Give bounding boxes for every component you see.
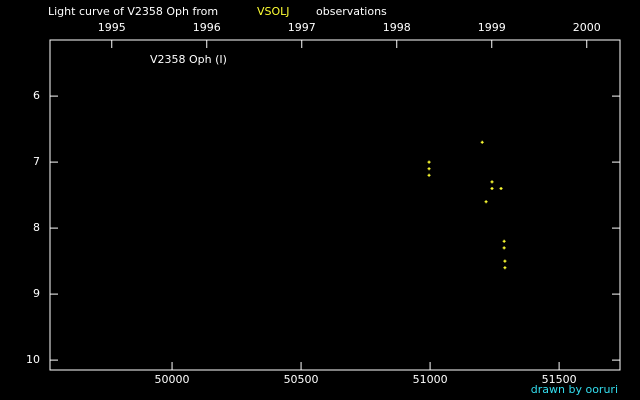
data-point [499, 187, 503, 190]
y-tick-label: 8 [33, 221, 40, 234]
x2-tick-label: 1997 [288, 21, 316, 34]
y-tick-label: 7 [33, 155, 40, 168]
data-point [503, 259, 507, 263]
plot-frame [49, 39, 621, 371]
data-point [427, 160, 431, 164]
annotation: V2358 Oph (I) [150, 53, 227, 66]
x-tick-label: 50000 [155, 373, 190, 386]
x2-tick-label: 1995 [98, 21, 126, 34]
data-point [490, 180, 494, 184]
data-point [502, 239, 506, 243]
data-point [484, 200, 488, 204]
x2-tick-label: 1996 [193, 21, 221, 34]
data-point [480, 140, 484, 144]
x-tick-label: 50500 [284, 373, 319, 386]
y-tick-label: 9 [33, 287, 40, 300]
title-source: VSOLJ [257, 5, 290, 18]
title-suffix: observations [316, 5, 387, 18]
credit: drawn by ooruri [531, 383, 618, 396]
y-tick-label: 10 [26, 353, 40, 366]
x2-tick-label: 1999 [478, 21, 506, 34]
x-tick-label: 51000 [413, 373, 448, 386]
data-point [427, 173, 431, 177]
data-point [502, 246, 506, 250]
x-tick-label: 51500 [542, 373, 577, 386]
y-tick-label: 6 [33, 89, 40, 102]
chart-title: Light curve of V2358 Oph from [48, 5, 218, 18]
x2-tick-label: 1998 [383, 21, 411, 34]
x2-tick-label: 2000 [573, 21, 601, 34]
data-point [490, 187, 494, 190]
data-point [503, 266, 507, 270]
data-point [427, 167, 431, 171]
